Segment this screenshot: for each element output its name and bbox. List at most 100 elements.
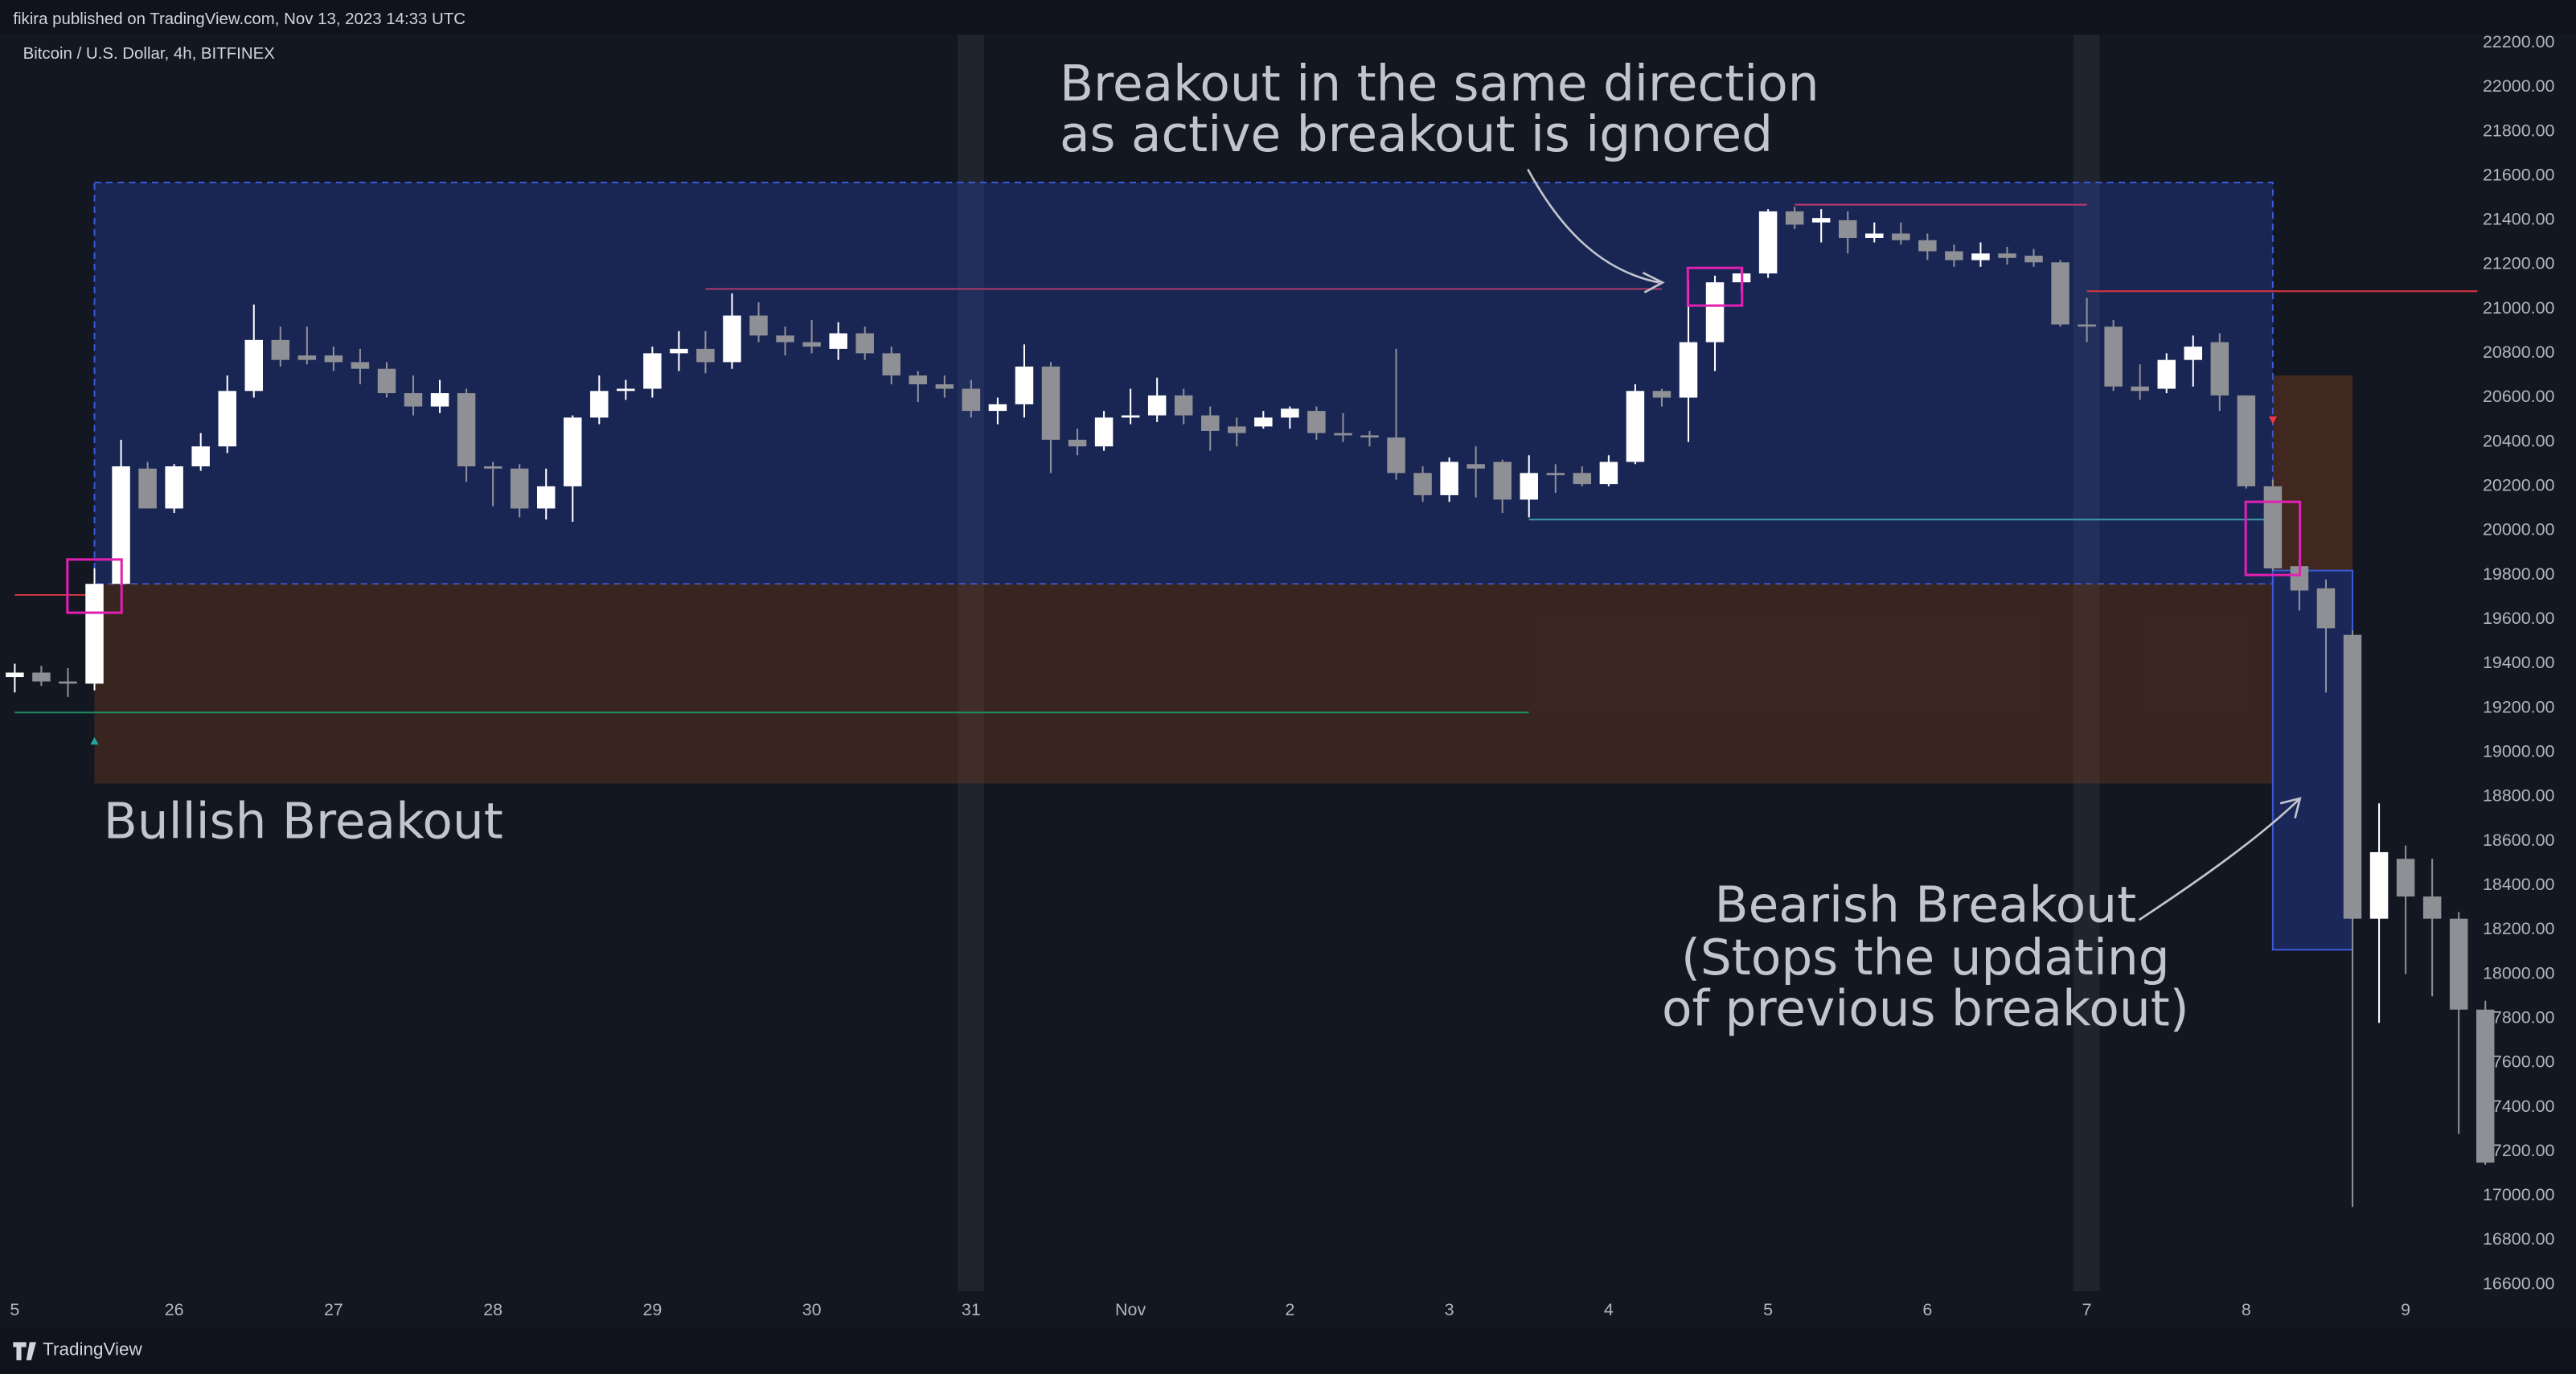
candle-body	[1785, 211, 1804, 225]
candle-body	[1811, 218, 1831, 223]
candle-body	[1360, 435, 1379, 438]
candle-body	[1413, 473, 1432, 495]
y-tick-label: 17600.00	[2483, 1052, 2554, 1072]
candle-body	[1307, 411, 1326, 433]
y-tick-label: 18000.00	[2483, 963, 2554, 982]
breakout-highlight	[2244, 500, 2302, 576]
candle-body	[1918, 240, 1937, 252]
candle-body	[590, 391, 609, 418]
x-tick-label: 30	[802, 1300, 822, 1319]
y-tick-label: 19800.00	[2483, 564, 2554, 584]
candle-body	[1228, 426, 1246, 433]
annotation: Bearish Breakout	[1715, 877, 2137, 934]
candle-body	[2078, 324, 2096, 327]
candle-body	[1068, 439, 1087, 447]
candle-body	[138, 468, 157, 509]
y-tick-label: 19600.00	[2483, 609, 2554, 628]
breakout-highlight	[1686, 266, 1744, 307]
annotation: Breakout in the same direction	[1060, 55, 1819, 113]
y-tick-label: 19200.00	[2483, 697, 2554, 716]
y-tick-label: 17200.00	[2483, 1141, 2554, 1160]
y-tick-label: 18200.00	[2483, 919, 2554, 938]
candle-body	[1626, 391, 1645, 462]
candle-body	[1174, 395, 1193, 416]
candle-body	[1334, 433, 1352, 436]
zone	[93, 182, 2274, 585]
annotation: of previous breakout)	[1662, 980, 2189, 1037]
session-band	[958, 34, 984, 1292]
y-tick-label: 20200.00	[2483, 476, 2554, 495]
candle-body	[1201, 415, 1220, 431]
candle-body	[1679, 342, 1698, 398]
candle-body	[1599, 461, 1618, 485]
y-tick-label: 17800.00	[2483, 1007, 2554, 1027]
candle-body	[2422, 896, 2442, 919]
candle-body	[2263, 486, 2283, 568]
candle-body	[1652, 391, 1672, 398]
breakout-marker	[2268, 416, 2278, 425]
logo	[13, 1342, 36, 1360]
footer-text: TradingView	[43, 1339, 142, 1360]
candle-body	[829, 333, 847, 349]
candle-body	[882, 353, 900, 375]
candle-body	[351, 362, 370, 369]
candle-body	[377, 368, 396, 394]
y-tick-label: 22000.00	[2483, 76, 2554, 96]
candle-body	[1281, 408, 1299, 418]
candle-body	[1573, 473, 1592, 485]
x-tick-label: 26	[165, 1300, 184, 1319]
y-tick-label: 18600.00	[2483, 831, 2554, 850]
candle-body	[510, 468, 529, 509]
candle-body	[1971, 253, 1990, 260]
x-tick-label: 7	[2082, 1300, 2092, 1319]
candle-body	[776, 335, 794, 342]
candle-body	[1838, 219, 1857, 238]
candle-body	[988, 404, 1007, 412]
candle-body	[855, 333, 874, 354]
x-tick-label: 29	[642, 1300, 662, 1319]
breakout-highlight	[66, 558, 123, 614]
x-tick-label: 6	[1922, 1300, 1932, 1319]
header-bar	[0, 0, 2576, 35]
arrow	[2138, 799, 2299, 921]
y-tick-label: 16600.00	[2483, 1274, 2554, 1293]
candle-body	[1892, 233, 1910, 240]
candle-body	[749, 315, 768, 336]
zone	[94, 584, 2273, 784]
y-tick-label: 16800.00	[2483, 1229, 2554, 1249]
x-tick-label: 5	[1763, 1300, 1773, 1319]
candle-body	[670, 348, 688, 354]
candle-body	[564, 417, 582, 486]
candle-body	[1094, 417, 1114, 447]
chart-title: Bitcoin / U.S. Dollar, 4h, BITFINEX	[23, 45, 276, 63]
candle-body	[483, 466, 502, 469]
y-tick-label: 20000.00	[2483, 520, 2554, 539]
candle-body	[1705, 282, 1725, 342]
y-tick-label: 19400.00	[2483, 653, 2554, 672]
candle-body	[2343, 634, 2362, 919]
candle-body	[643, 353, 662, 389]
candle-body	[404, 393, 423, 407]
candle-body	[1758, 211, 1778, 274]
y-tick-label: 17000.00	[2483, 1185, 2554, 1204]
candle-body	[6, 672, 24, 678]
candle-body	[2396, 859, 2415, 897]
candle-body	[935, 384, 954, 389]
y-tick-label: 22200.00	[2483, 32, 2554, 51]
candle-body	[2316, 588, 2336, 629]
candle-body	[962, 388, 981, 412]
candle-body	[1147, 395, 1167, 416]
x-tick-label: 3	[1445, 1300, 1454, 1319]
arrow-head	[2279, 797, 2302, 818]
y-tick-label: 20400.00	[2483, 431, 2554, 450]
candle-body	[2104, 326, 2123, 387]
candle-body	[2449, 918, 2468, 1010]
candle-body	[1041, 366, 1060, 440]
candle-body	[1945, 251, 1963, 260]
candle-body	[112, 466, 130, 584]
footer-bar	[0, 1327, 2576, 1374]
candle-body	[191, 446, 210, 467]
